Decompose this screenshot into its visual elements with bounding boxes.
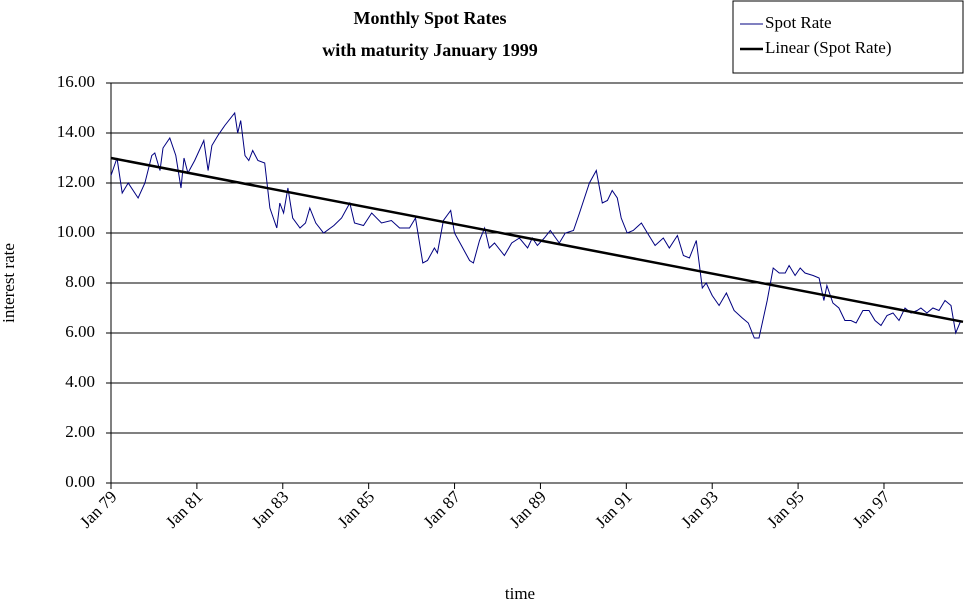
x-tick-label: Jan 83: [248, 487, 292, 531]
legend-box: [732, 0, 964, 74]
y-tick-label: 16.00: [57, 72, 95, 91]
x-tick-label: Jan 95: [763, 487, 807, 531]
y-tick-label: 14.00: [57, 122, 95, 141]
x-tick-label: Jan 81: [162, 487, 206, 531]
chart-title: Monthly Spot Rates: [353, 8, 506, 28]
legend-label: Spot Rate: [765, 13, 832, 32]
y-axis-label: interest rate: [0, 243, 18, 323]
y-tick-label: 6.00: [65, 322, 95, 341]
y-tick-label: 4.00: [65, 372, 95, 391]
y-tick-label: 12.00: [57, 172, 95, 191]
x-tick-label: Jan 85: [334, 487, 378, 531]
series-line: [110, 111, 962, 339]
y-tick-label: 8.00: [65, 272, 95, 291]
x-tick-label: Jan 91: [591, 487, 635, 531]
chart-title: with maturity January 1999: [322, 40, 538, 60]
x-tick-label: Jan 97: [849, 487, 894, 532]
x-tick-label: Jan 93: [677, 487, 721, 531]
x-tick-label: Jan 89: [506, 487, 550, 531]
series-line: [110, 156, 964, 324]
legend-label: Linear (Spot Rate): [765, 38, 892, 57]
x-tick-label: Jan 79: [76, 487, 120, 531]
y-tick-label: 2.00: [65, 422, 95, 441]
x-axis-label: time: [505, 584, 535, 603]
y-tick-label: 0.00: [65, 472, 95, 491]
x-tick-label: Jan 87: [420, 487, 465, 532]
y-tick-label: 10.00: [57, 222, 95, 241]
